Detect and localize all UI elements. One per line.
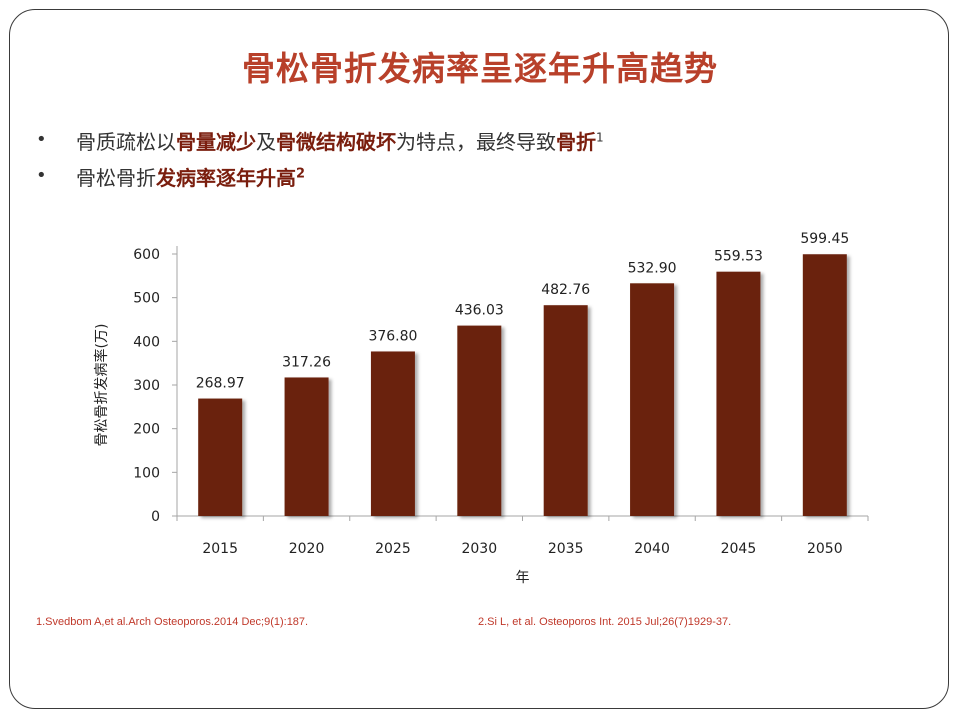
x-axis-title: 年 [516,570,530,586]
bullet-marker: • [36,129,47,150]
bullet-marker: • [36,165,47,186]
x-tick-label: 2025 [375,541,411,557]
bullet-text: 骨质疏松以骨量减少及骨微结构破坏为特点，最终导致骨折1 [76,126,604,155]
bullet-segment-bold: 发病率逐年升高 [156,166,296,190]
data-label: 559.53 [714,249,763,265]
bullet-segment: 骨质疏松以 [76,130,176,154]
x-tick-label: 2020 [289,541,325,557]
bar [630,283,675,516]
bar [543,305,588,516]
bar [457,325,502,516]
y-axis-title: 骨松骨折发病率(万) [93,324,110,447]
data-label: 482.76 [541,282,590,298]
data-label: 436.03 [455,303,504,319]
bullet-segment: 骨松骨折 [76,166,156,190]
citation-superscript: 2 [296,166,306,182]
bullet-segment-bold: 骨量减少 [176,130,256,154]
bar [802,254,847,516]
x-tick-label: 2045 [721,541,757,557]
bar [370,351,415,516]
data-label: 599.45 [800,231,849,247]
data-label: 268.97 [196,376,245,392]
data-label: 376.80 [368,328,417,344]
x-tick-label: 2050 [807,541,843,557]
y-tick-label: 600 [133,247,160,263]
y-tick-label: 500 [133,291,160,307]
bullet-text: 骨松骨折发病率逐年升高2 [76,162,305,191]
x-tick-label: 2040 [634,541,670,557]
y-tick-label: 300 [133,378,160,394]
data-label: 317.26 [282,354,331,370]
x-tick-label: 2035 [548,541,584,557]
bar [198,398,243,516]
chart-plot-area: 0 100 200 300 400 500 600 268.97 2015 317.26 2020 3… [93,231,869,586]
y-tick-label: 0 [151,509,160,525]
y-tick-label: 200 [133,422,160,438]
reference-2: 2.Si L, et al. Osteoporos Int. 2015 Jul;… [478,616,732,628]
reference-1: 1.Svedbom A,et al.Arch Osteoporos.2014 D… [36,616,309,628]
y-tick-label: 400 [133,334,160,350]
x-tick-label: 2030 [461,541,497,557]
citation-superscript: 1 [596,130,604,145]
bullet-segment: 为特点，最终导致 [396,130,556,154]
data-label: 532.90 [628,260,677,276]
bar [284,377,329,516]
y-tick-label: 100 [133,465,160,481]
x-tick-label: 2015 [202,541,238,557]
slide-title: 骨松骨折发病率呈逐年升高趋势 [242,49,718,88]
bar [716,271,761,516]
bullet-segment-bold: 骨折 [556,130,596,154]
bullet-segment: 及 [256,130,276,154]
bullet-segment-bold: 骨微结构破坏 [276,130,396,154]
